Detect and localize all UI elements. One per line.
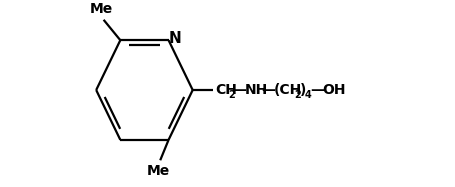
Text: 2: 2 <box>228 90 235 100</box>
Text: —: — <box>261 83 275 97</box>
Text: —: — <box>233 83 247 97</box>
Text: 2: 2 <box>294 90 301 100</box>
Text: (CH: (CH <box>273 83 302 97</box>
Text: —: — <box>311 83 324 97</box>
Text: 4: 4 <box>305 90 312 100</box>
Text: Me: Me <box>147 164 170 178</box>
Text: ): ) <box>299 83 306 97</box>
Text: Me: Me <box>90 2 113 16</box>
Text: CH: CH <box>215 83 237 97</box>
Text: N: N <box>169 31 182 46</box>
Text: NH: NH <box>245 83 268 97</box>
Text: OH: OH <box>323 83 346 97</box>
